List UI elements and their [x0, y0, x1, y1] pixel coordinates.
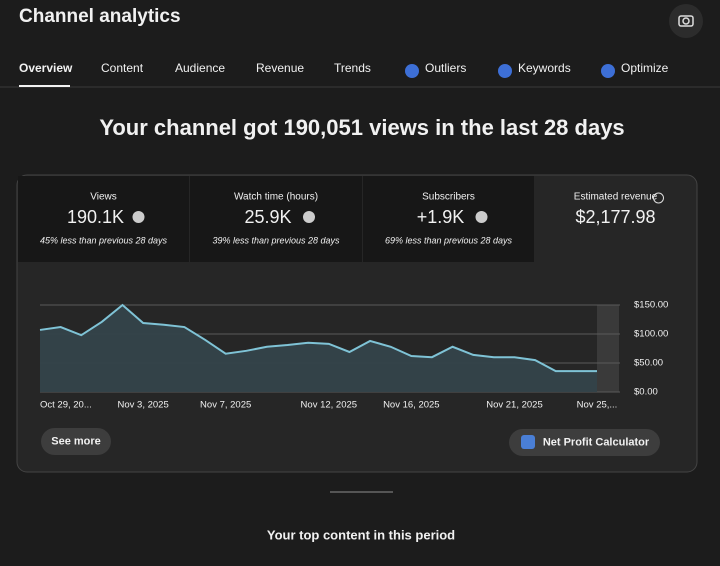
metric-tile — [190, 176, 362, 262]
metric-note: 69% less than previous 28 days — [385, 235, 513, 245]
metric-label: Subscribers — [422, 192, 475, 203]
tab[interactable]: Content — [101, 61, 144, 75]
tab-icon — [498, 64, 512, 78]
camera-button[interactable] — [669, 4, 703, 38]
trend-down-icon — [475, 211, 488, 223]
metric-label: Views — [90, 192, 117, 203]
button-label[interactable]: See more — [51, 435, 101, 447]
metric-tile — [18, 176, 189, 262]
metric-note: 45% less than previous 28 days — [40, 235, 168, 245]
tab[interactable]: Trends — [334, 61, 371, 75]
x-tick-label: Nov 7, 2025 — [200, 400, 251, 411]
metric-value: 25.9K — [244, 207, 291, 227]
metric-tile — [363, 176, 534, 262]
x-tick-label: Nov 21, 2025 — [486, 400, 543, 411]
metric-label: Estimated revenue — [574, 192, 658, 203]
see-more-button[interactable]: See more — [41, 428, 111, 455]
metric-value: $2,177.98 — [575, 207, 655, 227]
y-tick-label: $100.00 — [634, 329, 668, 340]
line — [39, 303, 597, 373]
x-tick-label: Oct 29, 20... — [40, 400, 92, 411]
tab[interactable]: Overview — [19, 61, 73, 75]
tab[interactable]: Outliers — [425, 61, 466, 75]
partial-data-shade — [597, 305, 619, 392]
metric-note: 39% less than previous 28 days — [212, 235, 340, 245]
tab-icon — [405, 64, 419, 78]
info-icon — [653, 192, 664, 204]
tab[interactable]: Optimize — [621, 61, 669, 75]
tab[interactable]: Keywords — [518, 61, 571, 75]
trend-down-icon — [303, 211, 315, 223]
tab[interactable]: Audience — [175, 61, 225, 75]
x-tick-label: Nov 3, 2025 — [118, 400, 169, 411]
button-label[interactable]: Net Profit Calculator — [543, 436, 650, 448]
page-title: Channel analytics — [19, 6, 181, 27]
calculator-button[interactable]: Net Profit Calculator — [509, 429, 660, 456]
y-tick-label: $150.00 — [634, 300, 668, 311]
trend-down-icon — [132, 211, 145, 223]
x-tick-label: Nov 12, 2025 — [301, 400, 358, 411]
section-heading: Your top content in this period — [267, 527, 455, 542]
y-tick-label: $50.00 — [634, 358, 663, 369]
metric-label: Watch time (hours) — [234, 192, 318, 203]
metric-value: +1.9K — [417, 207, 465, 227]
x-tick-label: Nov 16, 2025 — [383, 400, 440, 411]
headline: Your channel got 190,051 views in the la… — [99, 115, 624, 140]
y-tick-label: $0.00 — [634, 387, 658, 398]
x-tick-label: Nov 25,... — [577, 400, 618, 411]
tab-icon — [601, 64, 615, 78]
tab[interactable]: Revenue — [256, 61, 304, 75]
metric-value: 190.1K — [67, 207, 124, 227]
